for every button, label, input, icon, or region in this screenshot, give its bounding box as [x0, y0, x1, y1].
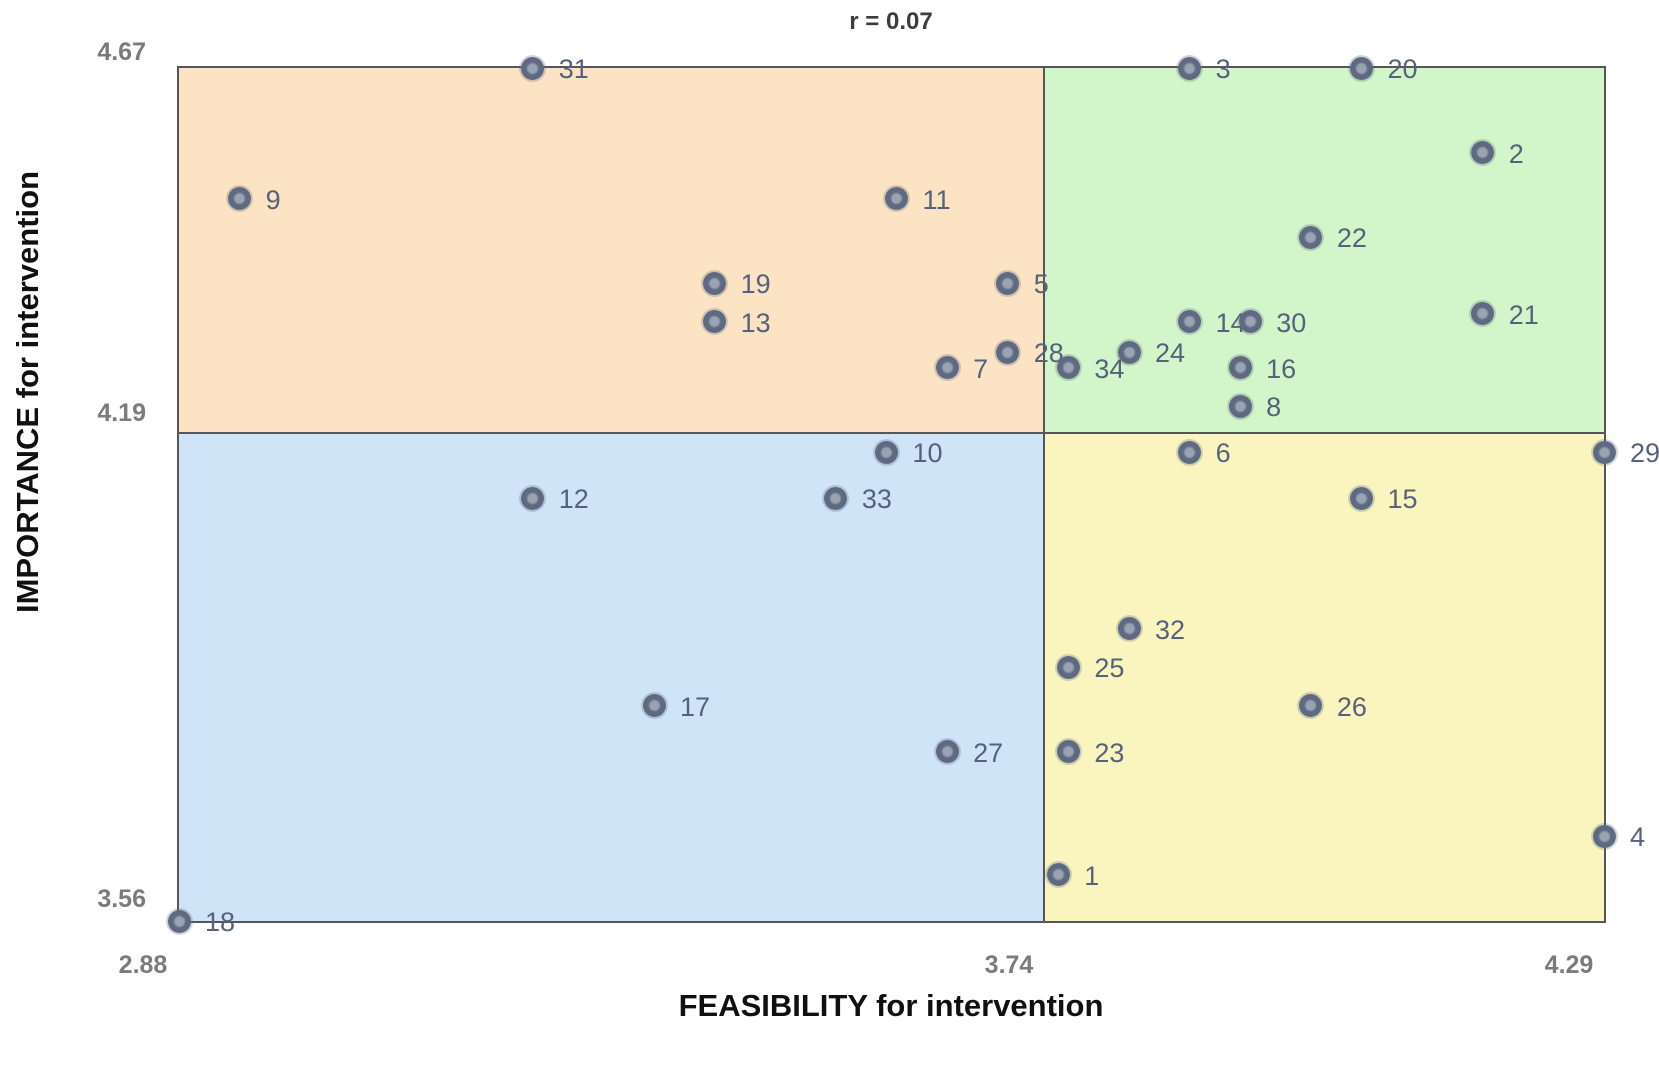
- data-point-dot: [824, 486, 848, 510]
- data-point-dot: [1056, 356, 1080, 380]
- data-point-dot: [521, 56, 545, 80]
- data-point-label: 1: [1084, 860, 1100, 891]
- data-point-dot: [1178, 440, 1202, 464]
- data-point-label: 6: [1215, 438, 1231, 469]
- data-point-label: 3: [1215, 54, 1231, 84]
- x-tick-max: 4.29: [1544, 951, 1594, 979]
- data-point-label: 34: [1094, 353, 1125, 384]
- data-point-label: 30: [1276, 307, 1307, 338]
- data-point-dot: [1178, 56, 1202, 80]
- data-point-label: 24: [1155, 338, 1186, 369]
- y-tick-middle: 4.19: [97, 399, 146, 427]
- data-point-dot: [996, 271, 1020, 295]
- data-point-label: 15: [1387, 484, 1418, 515]
- x-tick-min: 2.88: [118, 951, 168, 979]
- data-point-label: 21: [1508, 299, 1539, 330]
- quadrant-top-left: [179, 68, 1044, 433]
- y-tick-min: 3.56: [97, 885, 146, 913]
- quadrant-bottom-right: [1044, 433, 1604, 921]
- data-point-dot: [1471, 141, 1495, 165]
- data-point-label: 19: [740, 269, 771, 300]
- data-point-dot: [167, 909, 191, 933]
- data-point-label: 32: [1155, 614, 1186, 645]
- data-point-label: 12: [558, 484, 589, 515]
- data-point-dot: [1056, 655, 1080, 679]
- data-point-label: 23: [1094, 737, 1125, 768]
- data-point-label: 13: [740, 307, 771, 338]
- data-point-dot: [1349, 56, 1373, 80]
- data-point-dot: [885, 187, 909, 211]
- data-point-label: 29: [1630, 438, 1659, 469]
- data-point-label: 2: [1508, 138, 1524, 169]
- data-point-dot: [935, 356, 959, 380]
- data-point-dot: [1592, 440, 1616, 464]
- data-point-dot: [935, 740, 959, 764]
- data-point-dot: [1228, 394, 1252, 418]
- data-point-dot: [1056, 740, 1080, 764]
- data-point-label: 18: [205, 907, 236, 937]
- data-point-dot: [1046, 863, 1070, 887]
- data-point-dot: [642, 694, 666, 718]
- plot-area: 1 2 3 4 5 6 7 8 9 10 11 12 13 14 15 16 17 18 19 20 21 22 23 24 2…: [167, 54, 1659, 937]
- chart-title: r = 0.07: [849, 8, 933, 35]
- vertical-divider-line: [1043, 68, 1045, 921]
- data-point-dot: [1178, 310, 1202, 334]
- data-point-label: 4: [1630, 822, 1646, 853]
- y-axis-title: IMPORTANCE for intervention: [10, 170, 45, 614]
- data-point-label: 31: [558, 54, 589, 84]
- x-axis-title: FEASIBILITY for intervention: [678, 988, 1104, 1023]
- data-point-label: 25: [1094, 653, 1125, 684]
- data-point-dot: [874, 440, 898, 464]
- data-point-label: 11: [922, 184, 951, 215]
- data-point-dot: [1349, 486, 1373, 510]
- data-point-dot: [1238, 310, 1262, 334]
- data-point-dot: [1299, 694, 1323, 718]
- quadrant-top-right: [1044, 68, 1604, 433]
- data-point-label: 33: [861, 484, 892, 515]
- data-point-label: 26: [1336, 691, 1367, 722]
- data-point-label: 16: [1266, 353, 1297, 384]
- data-point-label: 22: [1336, 223, 1367, 254]
- data-point-dot: [1228, 356, 1252, 380]
- quadrant-bottom-left: [179, 433, 1044, 921]
- data-point-dot: [703, 310, 727, 334]
- data-point-dot: [1117, 617, 1141, 641]
- horizontal-divider-line: [179, 432, 1604, 434]
- data-point-label: 10: [912, 438, 943, 469]
- data-point-label: 20: [1387, 54, 1418, 84]
- points-layer: 1 2 3 4 5 6 7 8 9 10 11 12 13 14 15 16 17 18 19 20 21 22 23 24 2…: [167, 54, 1659, 937]
- y-tick-max: 4.67: [97, 38, 146, 66]
- data-point-label: 8: [1266, 392, 1282, 423]
- data-point-label: 17: [680, 691, 711, 722]
- data-point-dot: [996, 340, 1020, 364]
- data-point-dot: [1299, 225, 1323, 249]
- x-tick-middle: 3.74: [984, 951, 1034, 979]
- data-point-dot: [703, 271, 727, 295]
- data-point-label: 9: [265, 184, 281, 215]
- data-point-dot: [1471, 302, 1495, 326]
- data-point-dot: [1117, 340, 1141, 364]
- data-point-label: 5: [1033, 269, 1049, 300]
- data-point-dot: [521, 486, 545, 510]
- data-point-label: 27: [973, 737, 1004, 768]
- data-point-dot: [228, 187, 252, 211]
- data-point-dot: [1592, 824, 1616, 848]
- data-point-label: 7: [973, 353, 989, 384]
